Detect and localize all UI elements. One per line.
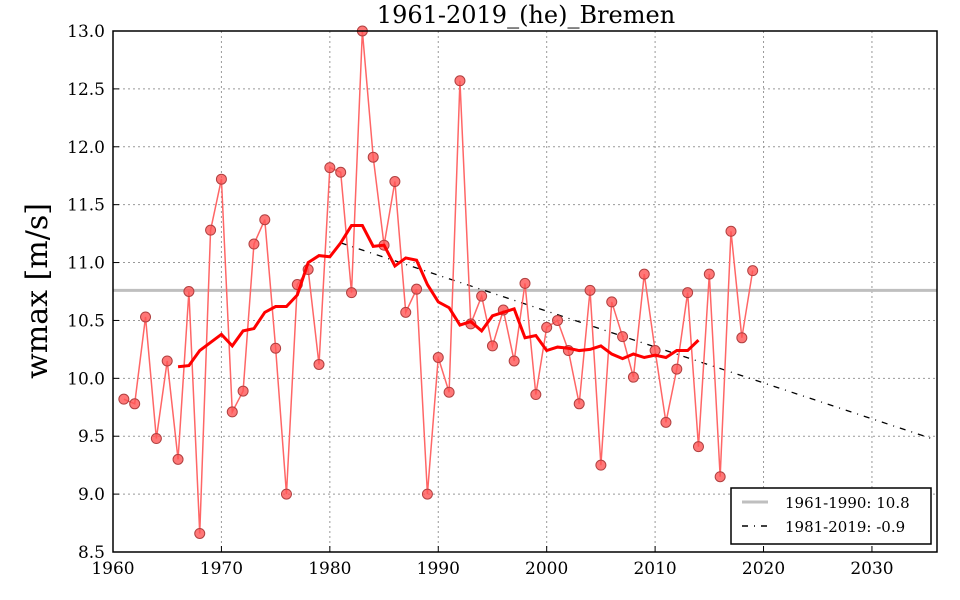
y-axis-label: wmax [m/s] [20, 203, 55, 379]
data-point [627, 371, 639, 383]
data-point [725, 225, 737, 237]
data-point [194, 527, 206, 539]
data-point [183, 286, 195, 297]
data-point [432, 351, 444, 363]
y-tick-label: 10.0 [67, 369, 105, 389]
data-point [530, 389, 542, 401]
data-point [226, 406, 238, 418]
data-point [747, 265, 759, 277]
legend-mean-label: 1961-1990: 10.8 [785, 494, 910, 512]
data-point [313, 358, 325, 370]
data-point [692, 441, 704, 453]
data-point [519, 277, 531, 289]
data-point [682, 287, 694, 299]
x-tick-label: 1970 [200, 559, 243, 579]
x-tick-label: 2000 [525, 559, 568, 579]
data-point [367, 151, 379, 163]
data-point [736, 332, 748, 344]
plot-marks [113, 25, 937, 539]
data-point [280, 488, 292, 500]
data-point [400, 306, 412, 318]
data-point [486, 340, 498, 352]
data-point [215, 173, 227, 185]
x-tick-label: 2020 [742, 559, 785, 579]
data-point [671, 363, 683, 375]
y-tick-label: 9.0 [78, 485, 105, 505]
trend-line [340, 242, 932, 440]
data-point [248, 238, 260, 250]
data-point [552, 314, 564, 326]
x-tick-label: 1960 [91, 559, 134, 579]
data-point [454, 75, 466, 87]
data-point [476, 290, 488, 302]
running-mean-line [177, 224, 700, 369]
data-point [595, 459, 607, 471]
data-point [161, 355, 173, 367]
data-point [270, 342, 282, 354]
data-point [411, 283, 423, 295]
data-point [421, 488, 433, 500]
data-point [205, 224, 217, 236]
legend-box [730, 487, 932, 545]
y-tick-label: 12.0 [67, 138, 105, 158]
data-point [324, 162, 336, 174]
data-point [259, 214, 271, 226]
data-point [703, 268, 715, 280]
ticks: 1960 1970 1980 1990 2000 2010 2020 2030 8.5 9.0 9.… [67, 22, 893, 579]
y-tick-label: 9.5 [78, 427, 105, 447]
y-tick-label: 8.5 [78, 543, 105, 563]
data-point [617, 331, 629, 343]
data-point [389, 176, 401, 188]
chart-title: 1961-2019_(he)_Bremen [377, 1, 675, 29]
data-point [660, 416, 672, 428]
data-point [335, 166, 347, 178]
y-tick-label: 12.5 [67, 80, 105, 100]
data-point [606, 296, 618, 308]
data-point [150, 433, 162, 445]
data-point [573, 398, 585, 410]
y-tick-label: 11.5 [67, 196, 105, 216]
data-point [172, 453, 184, 465]
data-point [508, 355, 520, 367]
x-tick-label: 1980 [308, 559, 351, 579]
data-point [638, 268, 650, 280]
data-point [140, 311, 152, 323]
x-tick-label: 1990 [417, 559, 460, 579]
data-point [714, 471, 726, 483]
data-point [541, 321, 553, 333]
legend-trend-label: 1981-2019: -0.9 [785, 518, 905, 536]
data-point [129, 398, 141, 410]
x-tick-label: 2030 [850, 559, 893, 579]
y-tick-label: 10.5 [67, 311, 105, 331]
x-tick-label: 2010 [633, 559, 676, 579]
data-point [346, 287, 358, 299]
plot-frame [112, 30, 938, 553]
y-tick-label: 13.0 [67, 22, 105, 42]
data-point [584, 284, 596, 296]
data-point [443, 386, 455, 398]
data-point [237, 385, 249, 397]
y-tick-label: 11.0 [67, 254, 105, 274]
data-point [118, 393, 130, 405]
legend: 1961-1990: 10.8 1981-2019: -0.9 [730, 487, 932, 545]
